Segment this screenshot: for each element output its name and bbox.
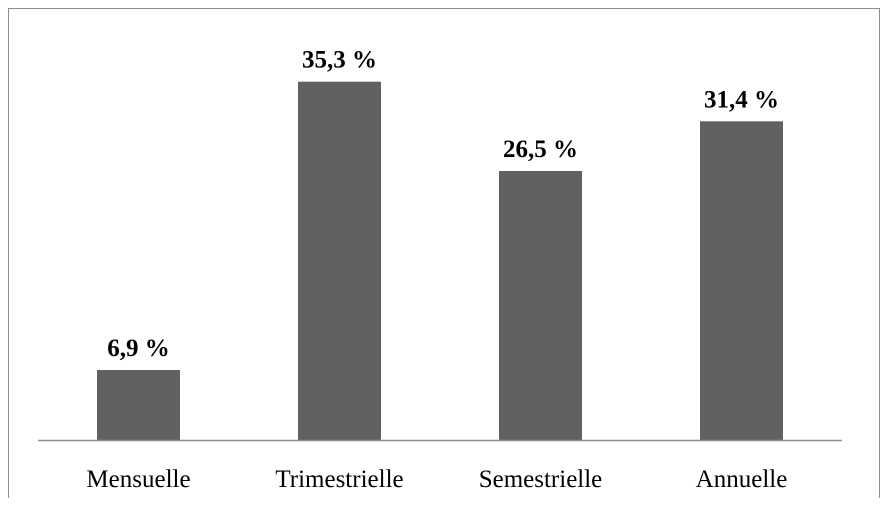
value-label-annuelle: 31,4 % bbox=[704, 86, 779, 113]
bars-group bbox=[97, 81, 783, 441]
category-labels-group: Mensuelle Trimestrielle Semestrielle Annuel… bbox=[86, 466, 787, 493]
bar-annuelle bbox=[700, 121, 783, 441]
value-labels-group: 6,9 % 35,3 % 26,5 % 31,4 % bbox=[107, 47, 779, 362]
value-label-mensuelle: 6,9 % bbox=[107, 335, 170, 362]
category-label-trimestrielle: Trimestrielle bbox=[275, 466, 403, 493]
bar-trimestrielle bbox=[298, 81, 381, 440]
chart-frame bbox=[8, 8, 880, 498]
bar-semestrielle bbox=[499, 171, 582, 440]
category-label-annuelle: Annuelle bbox=[696, 466, 788, 493]
category-label-mensuelle: Mensuelle bbox=[86, 466, 190, 493]
value-label-trimestrielle: 35,3 % bbox=[302, 47, 377, 74]
category-label-semestrielle: Semestrielle bbox=[479, 466, 603, 493]
value-label-semestrielle: 26,5 % bbox=[503, 136, 578, 163]
bar-mensuelle bbox=[97, 370, 180, 440]
